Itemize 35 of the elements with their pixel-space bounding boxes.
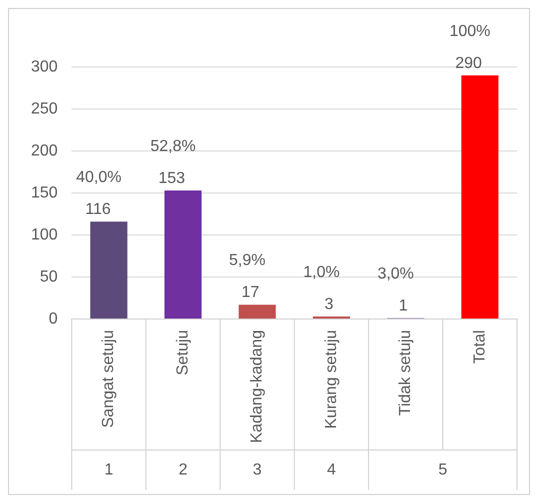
x-tick-label: Tidak setuju xyxy=(397,330,414,416)
y-tick-label: 150 xyxy=(30,184,58,202)
data-label: 17 xyxy=(241,284,260,302)
annotation: 100% xyxy=(449,22,490,40)
annotation: 1,0% xyxy=(303,264,340,281)
annotation: 40,0% xyxy=(76,168,122,186)
annotation: 52,8% xyxy=(150,138,196,155)
bar xyxy=(312,316,350,319)
annotation: 3,0% xyxy=(377,266,414,283)
text: 5 xyxy=(438,461,448,478)
text: 4 xyxy=(327,461,336,478)
x-tick-label: Kurang setuju xyxy=(322,330,340,429)
data-label: 290 xyxy=(455,54,482,72)
y-tick-label: 300 xyxy=(30,58,58,76)
data-label: 153 xyxy=(158,170,186,187)
y-tick-label: 0 xyxy=(48,310,58,328)
text: 2 xyxy=(178,461,188,478)
y-tick-label: 250 xyxy=(30,100,58,118)
bar xyxy=(90,222,128,319)
bar xyxy=(238,304,276,319)
text: 1 xyxy=(104,461,114,478)
y-tick-label: 100 xyxy=(30,226,58,244)
x-tick-label: Kadang-kadang xyxy=(248,330,266,443)
bar xyxy=(164,190,202,319)
data-label: 1 xyxy=(398,298,408,315)
data-label: 3 xyxy=(324,296,334,313)
x-tick-label: Sangat setuju xyxy=(100,330,118,428)
text: 3 xyxy=(252,461,262,478)
x-tick-label: Setuju xyxy=(174,330,192,376)
y-tick-label: 200 xyxy=(30,142,58,160)
x-tick-label: Total xyxy=(471,330,488,364)
data-label: 116 xyxy=(85,200,111,218)
bar xyxy=(461,75,498,319)
annotation: 5,9% xyxy=(229,252,266,270)
y-tick-label: 50 xyxy=(40,268,58,286)
